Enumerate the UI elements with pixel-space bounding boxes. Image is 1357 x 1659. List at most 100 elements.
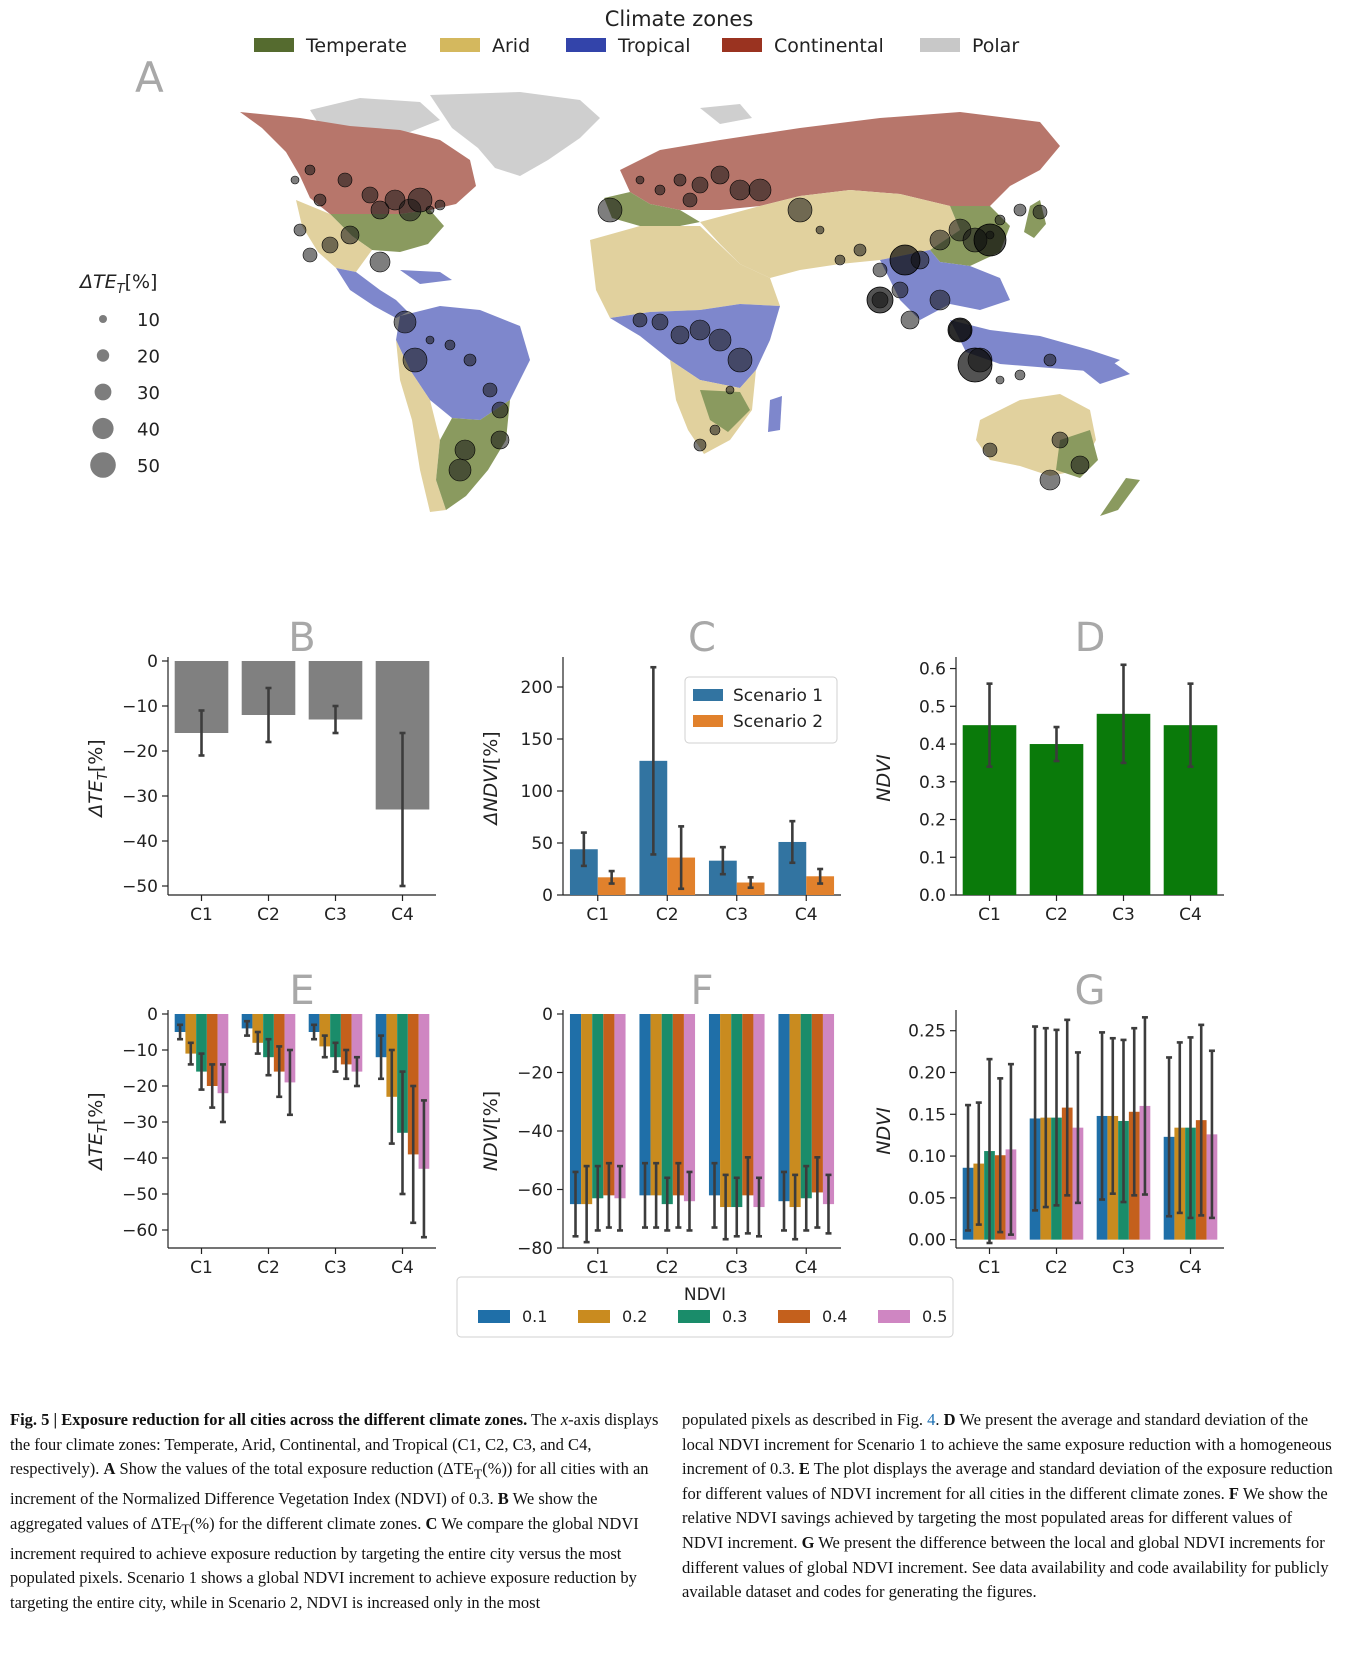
bar-c1-0.1 — [174, 1014, 186, 1032]
city-point — [727, 347, 753, 373]
bar-c2-0.4 — [672, 1014, 684, 1196]
ndvi-legend-title: NDVI — [684, 1285, 726, 1305]
caption-right-column: populated pixels as described in Fig. 4.… — [682, 1410, 1333, 1602]
city-point — [654, 184, 666, 196]
y-axis-label: NDVI[%] — [480, 1091, 502, 1171]
city-point — [889, 244, 921, 276]
legend-label-scenario-1: Scenario 1 — [733, 686, 823, 706]
city-point — [632, 312, 648, 328]
city-point — [361, 186, 379, 204]
city-point — [304, 164, 316, 176]
x-tick-label-c3: C3 — [1112, 1258, 1135, 1278]
city-point — [995, 375, 1005, 385]
x-tick-label-c1: C1 — [586, 905, 609, 925]
y-tick-label: 200 — [521, 678, 553, 698]
y-tick-label: 0.3 — [919, 773, 946, 793]
europe-temperate — [604, 192, 700, 228]
y-tick-label: 150 — [521, 730, 553, 750]
y-tick-label: 0.1 — [919, 848, 946, 868]
panel-letter-g: G — [1075, 968, 1106, 1014]
ndvi-legend-swatch — [778, 1310, 810, 1323]
bar-c4-0.5 — [822, 1014, 835, 1205]
y-tick-label: 0.20 — [908, 1064, 946, 1084]
bar-c1-scenario-2 — [597, 877, 626, 895]
bar-c4-scenario-2 — [806, 876, 835, 895]
city-point — [425, 205, 435, 215]
city-point — [425, 335, 435, 345]
y-tick-label: −20 — [122, 1077, 158, 1097]
north-america-arid — [296, 200, 372, 272]
y-tick-label: 0.4 — [919, 735, 946, 755]
legend-label-scenario-2: Scenario 2 — [733, 712, 823, 732]
ndvi-legend-swatch — [878, 1310, 910, 1323]
bar-c4-0.5 — [418, 1014, 430, 1169]
caption-left-column: Fig. 5 | Exposure reduction for all citi… — [10, 1410, 659, 1612]
size-legend-marker — [90, 452, 116, 478]
y-tick-label: −30 — [122, 787, 158, 807]
city-point — [689, 319, 711, 341]
city-point — [1051, 431, 1069, 449]
city-exposure-points — [290, 164, 1090, 491]
ndvi-legend-label: 0.1 — [522, 1307, 547, 1326]
southeast-asia-islands — [950, 320, 1120, 372]
bar-c2-0.5 — [284, 1014, 296, 1083]
madagascar — [768, 396, 782, 432]
city-point — [673, 173, 687, 187]
eurasia-continental — [620, 112, 1060, 210]
city-point — [337, 172, 353, 188]
y-tick-label: −50 — [122, 877, 158, 897]
x-tick-label-c2: C2 — [656, 905, 679, 925]
south-america-arid-west — [396, 340, 446, 512]
city-point — [708, 328, 732, 352]
city-point — [710, 165, 730, 185]
north-america-temperate — [330, 210, 444, 252]
bar-c3-0.5 — [351, 1014, 363, 1072]
bar-c4-0.3 — [800, 1014, 812, 1199]
bar-c1-0.4 — [603, 1014, 615, 1196]
caption-fig-label: Fig. 5 | Exposure reduction for all citi… — [10, 1410, 528, 1429]
y-tick-label: −20 — [517, 1064, 553, 1084]
size-legend-label: 30 — [137, 383, 160, 404]
panel-letter-a: A — [135, 53, 164, 102]
city-point — [693, 438, 707, 452]
ndvi-legend-label: 0.4 — [822, 1307, 847, 1326]
x-tick-label-c4: C4 — [391, 1258, 414, 1278]
y-axis-label: NDVI — [873, 754, 895, 802]
y-tick-label: 0.6 — [919, 660, 946, 680]
world-map-panel: Climate zones Temperate Arid Tropical Conti… — [78, 7, 1140, 516]
bar-c1-0.1 — [569, 1014, 582, 1205]
city-point — [872, 262, 888, 278]
city-point — [1043, 353, 1057, 367]
city-point — [1014, 369, 1026, 381]
bar-c3-0.3 — [731, 1014, 743, 1208]
city-point — [682, 192, 698, 208]
svalbard — [700, 104, 752, 124]
city-point — [787, 197, 813, 223]
africa-arid-north — [590, 226, 780, 318]
legend-swatch — [693, 689, 723, 701]
x-tick-label-c3: C3 — [725, 905, 748, 925]
city-point — [957, 347, 993, 383]
panel-letter-b: B — [288, 615, 315, 661]
bar-c1-0.2 — [185, 1014, 197, 1054]
city-point — [444, 339, 456, 351]
chart-g-ndvi-difference: G 0.00 0.05 0.10 0.15 0.20 0.25 NDVI C1 C2 C3 C4 — [873, 968, 1224, 1278]
y-tick-label: −20 — [122, 742, 158, 762]
y-tick-label: −50 — [122, 1185, 158, 1205]
figure-4-link[interactable]: 4 — [927, 1410, 936, 1429]
city-point — [491, 401, 509, 419]
exposure-size-legend: ΔTET[%] 10 20 30 40 50 — [78, 271, 160, 478]
y-tick-label: 0 — [147, 652, 158, 672]
city-point — [866, 286, 894, 314]
bar-c2-0.2 — [252, 1014, 264, 1043]
size-legend-label: 40 — [137, 420, 160, 441]
x-tick-label-c1: C1 — [978, 905, 1001, 925]
bar-c4-0.1 — [778, 1014, 790, 1202]
world-map — [240, 92, 1140, 516]
y-tick-label: −60 — [122, 1221, 158, 1241]
chart-e-exposure-by-ndvi: E 0 −10 −20 −30 −40 −50 −60 ΔTET[%] C1 C2 C3 C4 — [85, 968, 436, 1278]
city-point — [973, 223, 1007, 257]
ndvi-legend-label: 0.5 — [922, 1307, 947, 1326]
x-tick-label-c4: C4 — [795, 1258, 818, 1278]
bar-c3-0.1 — [708, 1014, 721, 1196]
